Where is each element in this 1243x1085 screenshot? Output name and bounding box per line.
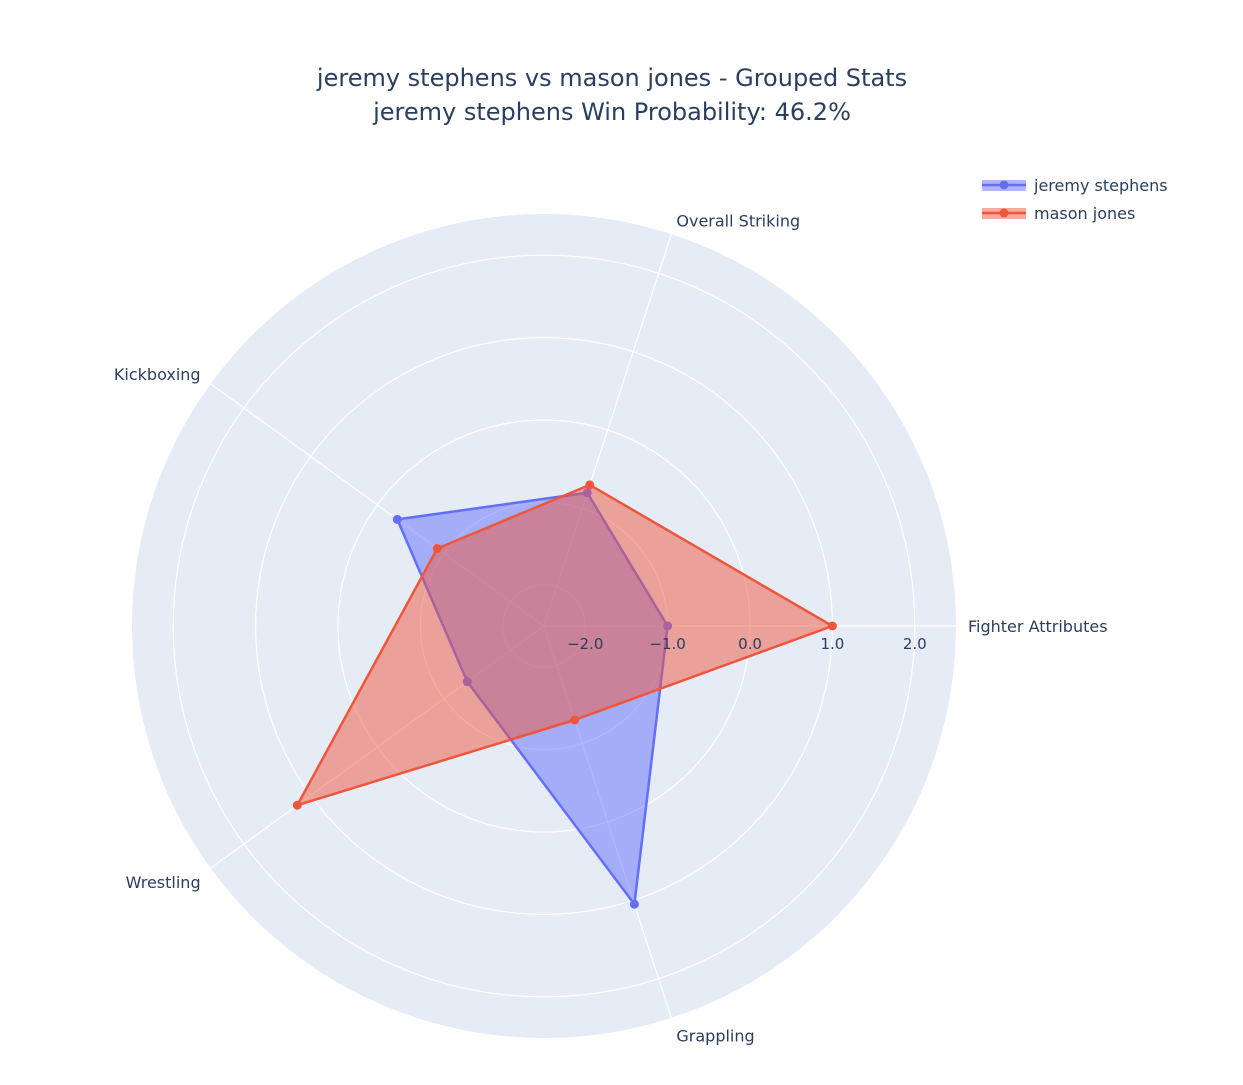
- legend-label-1: mason jones: [1034, 204, 1135, 223]
- angular-label-4: Grappling: [676, 1026, 754, 1045]
- point-1-0[interactable]: [827, 621, 837, 631]
- series-area-1: [296, 483, 834, 807]
- angular-label-2: Kickboxing: [114, 365, 201, 384]
- radial-tick-label-1: −1.0: [649, 635, 685, 653]
- angular-label-1: Overall Striking: [676, 212, 800, 231]
- legend-item-0[interactable]: jeremy stephens: [982, 176, 1168, 195]
- legend-item-1[interactable]: mason jones: [982, 204, 1135, 223]
- point-0-4[interactable]: [629, 899, 639, 909]
- point-1-4[interactable]: [570, 715, 580, 725]
- angular-label-3: Wrestling: [126, 873, 201, 892]
- legend: jeremy stephens mason jones: [982, 176, 1168, 223]
- radial-tick-label-0: −2.0: [567, 635, 603, 653]
- angular-axis-labels: Fighter Attributes Overall Striking Kickbo…: [114, 212, 1108, 1046]
- point-0-2[interactable]: [392, 514, 402, 524]
- legend-label-0: jeremy stephens: [1033, 176, 1168, 195]
- point-1-3[interactable]: [292, 800, 302, 810]
- legend-marker-1: [999, 208, 1009, 218]
- radial-tick-label-4: 2.0: [903, 635, 927, 653]
- radial-tick-label-3: 1.0: [820, 635, 844, 653]
- legend-marker-0: [999, 180, 1009, 190]
- chart-title: jeremy stephens vs mason jones - Grouped…: [316, 64, 907, 92]
- series-layer: [292, 480, 837, 909]
- point-1-1[interactable]: [585, 480, 595, 490]
- point-1-2[interactable]: [432, 544, 442, 553]
- angular-label-0: Fighter Attributes: [968, 617, 1108, 636]
- radial-ticks: −2.0 −1.0 0.0 1.0 2.0: [567, 635, 927, 653]
- radial-tick-label-2: 0.0: [738, 635, 762, 653]
- chart-subtitle: jeremy stephens Win Probability: 46.2%: [372, 98, 851, 126]
